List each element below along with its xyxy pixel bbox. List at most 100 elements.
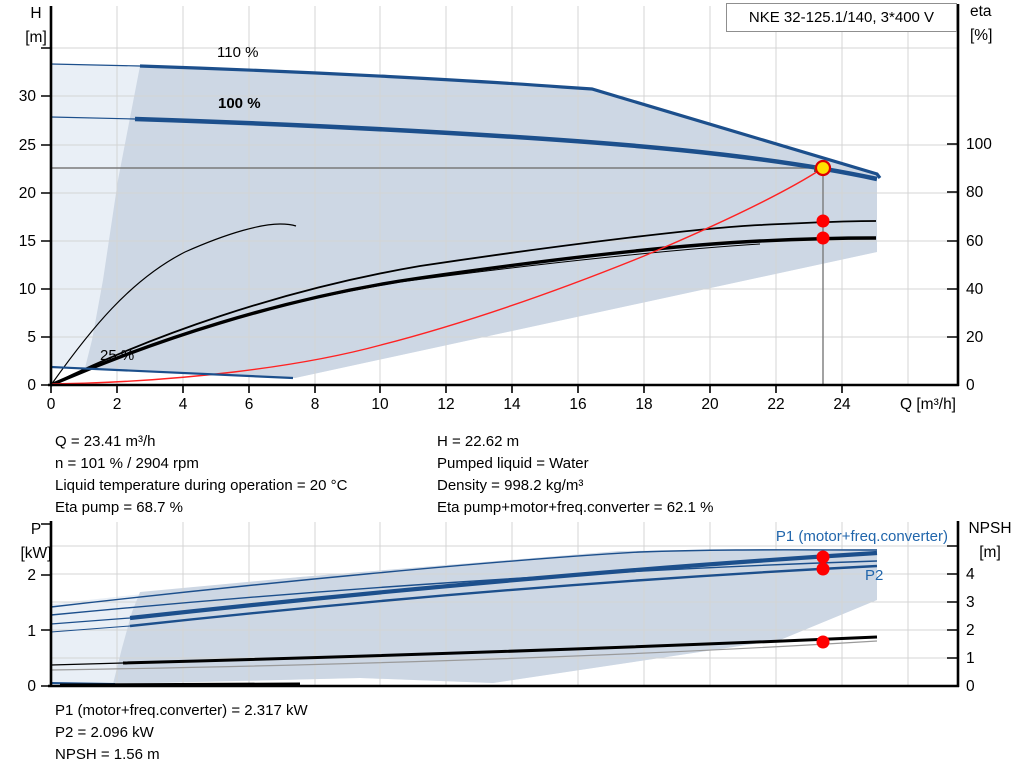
grid-horizontal <box>51 545 958 659</box>
npsh-tick-label: 1 <box>966 650 975 667</box>
q-tick-label: 16 <box>569 396 586 413</box>
npsh-tick-label: 4 <box>966 566 975 583</box>
power-band-dark <box>113 549 877 684</box>
eta-tick-label: 100 <box>966 136 992 153</box>
p1-marker <box>816 550 830 564</box>
eta-tick-label: 20 <box>966 329 984 346</box>
npsh-axis-unit: [m] <box>979 544 1001 561</box>
eta-total-curve <box>50 236 877 387</box>
eta-axis-unit: [%] <box>970 27 992 44</box>
h-tick-label: 25 <box>19 137 36 154</box>
q-tick-label: 14 <box>503 396 521 413</box>
info-line-speed: n = 101 % / 2904 rpm <box>55 455 199 472</box>
info-line-liquid: Pumped liquid = Water <box>437 455 589 472</box>
p-tick-label: 2 <box>27 567 36 584</box>
info-line-density: Density = 998.2 kg/m³ <box>437 477 584 494</box>
p-axis-unit: [kW] <box>21 545 52 562</box>
eta-axis-ticks <box>947 143 957 386</box>
pump-type-title-box: NKE 32-125.1/140, 3*400 V <box>726 3 957 32</box>
eta-25pct-curve <box>50 223 297 386</box>
npsh-tick-label: 2 <box>966 622 975 639</box>
q-tick-label: 12 <box>437 396 454 413</box>
npsh-tick-label: 0 <box>966 678 975 695</box>
q-tick-label: 2 <box>113 396 122 413</box>
eta-tick-label: 80 <box>966 184 984 201</box>
grid-horizontal <box>51 47 958 338</box>
info-line-temperature: Liquid temperature during operation = 20… <box>55 477 348 494</box>
npsh-curve-thin <box>50 662 124 666</box>
npsh-tick-label: 3 <box>966 594 975 611</box>
head-25-curve <box>50 365 294 380</box>
top-chart: H [m] eta [%] Q [m³/h] 0 5 10 15 20 25 3… <box>19 3 993 413</box>
envelope-dark <box>85 66 877 378</box>
p2-curve <box>129 564 878 628</box>
bottom-chart: P [kW] NPSH [m] 0 1 2 0 1 2 3 4 P1 (moto… <box>21 520 1012 695</box>
p-axis-title: P <box>31 521 41 538</box>
duty-point-marker[interactable] <box>814 159 832 177</box>
q-tick-label: 4 <box>179 396 188 413</box>
eta-total-marker <box>816 231 830 245</box>
h-axis-unit: [m] <box>25 29 47 46</box>
info-line-eta-pump: Eta pump = 68.7 % <box>55 499 183 516</box>
h-tick-label: 5 <box>27 329 36 346</box>
p-axis-ticks <box>41 523 51 687</box>
speed-25-label: 25 % <box>100 347 134 364</box>
h-tick-label: 10 <box>19 281 37 298</box>
speed-110-label: 110 % <box>217 44 258 61</box>
q-axis-title: Q [m³/h] <box>900 396 956 413</box>
q-tick-label: 8 <box>311 396 320 413</box>
q-tick-label: 10 <box>371 396 389 413</box>
q-tick-label: 18 <box>635 396 652 413</box>
info-line-eta-total: Eta pump+motor+freq.converter = 62.1 % <box>437 499 714 516</box>
h-axis-title: H <box>30 5 41 22</box>
q-tick-label: 0 <box>47 396 56 413</box>
info-line-p2: P2 = 2.096 kW <box>55 724 154 741</box>
h-tick-label: 15 <box>19 233 36 250</box>
head-110-thin <box>50 63 141 67</box>
speed-100-label: 100 % <box>218 95 261 112</box>
p-tick-label: 1 <box>27 623 36 640</box>
info-line-npsh: NPSH = 1.56 m <box>55 746 160 763</box>
pump-type-label: NKE 32-125.1/140, 3*400 V <box>748 9 935 26</box>
npsh-marker <box>816 635 830 649</box>
eta-tick-label: 60 <box>966 233 984 250</box>
h-tick-label: 0 <box>27 377 36 394</box>
p1-curve-label: P1 (motor+freq.converter) <box>776 528 948 545</box>
p2-curve-label: P2 <box>865 567 883 584</box>
eta-pump-curve <box>50 220 877 386</box>
q-tick-label: 6 <box>245 396 254 413</box>
p2-curve-thin <box>50 625 131 633</box>
q-tick-label: 22 <box>767 396 784 413</box>
info-line-p1: P1 (motor+freq.converter) = 2.317 kW <box>55 702 308 719</box>
h-tick-label: 20 <box>19 185 37 202</box>
p1-curve <box>129 550 878 621</box>
eta-tick-label: 40 <box>966 281 984 298</box>
head-110-curve <box>139 64 882 179</box>
p2-marker <box>816 562 830 576</box>
eta-bundle-thin-curve <box>50 243 761 386</box>
eta-tick-label: 0 <box>966 377 975 394</box>
p1-curve-thin <box>50 617 131 625</box>
q-axis-ticks <box>50 386 843 393</box>
eta-axis-title: eta <box>970 3 992 20</box>
operating-info-right: H = 22.62 m Pumped liquid = Water Densit… <box>437 431 713 519</box>
npsh-aux-gray <box>50 640 878 671</box>
p1-band-max <box>50 549 878 608</box>
power-info: P1 (motor+freq.converter) = 2.317 kW P2 … <box>55 700 308 766</box>
head-100-curve <box>134 116 878 182</box>
info-line-head: H = 22.62 m <box>437 433 520 450</box>
h-tick-label: 30 <box>19 88 37 105</box>
eta-pump-marker <box>816 214 830 228</box>
npsh-axis-title: NPSH <box>968 520 1011 537</box>
info-line-q: Q = 23.41 m³/h <box>55 433 156 450</box>
q-tick-label: 20 <box>701 396 719 413</box>
npsh-axis-ticks <box>947 545 957 687</box>
npsh-curve <box>122 635 878 665</box>
operating-info-left: Q = 23.41 m³/h n = 101 % / 2904 rpm Liqu… <box>55 431 347 519</box>
q-tick-label: 24 <box>833 396 851 413</box>
h-axis-ticks <box>41 47 51 386</box>
head-100-thin <box>50 116 136 120</box>
p1-band-inner <box>50 560 878 616</box>
